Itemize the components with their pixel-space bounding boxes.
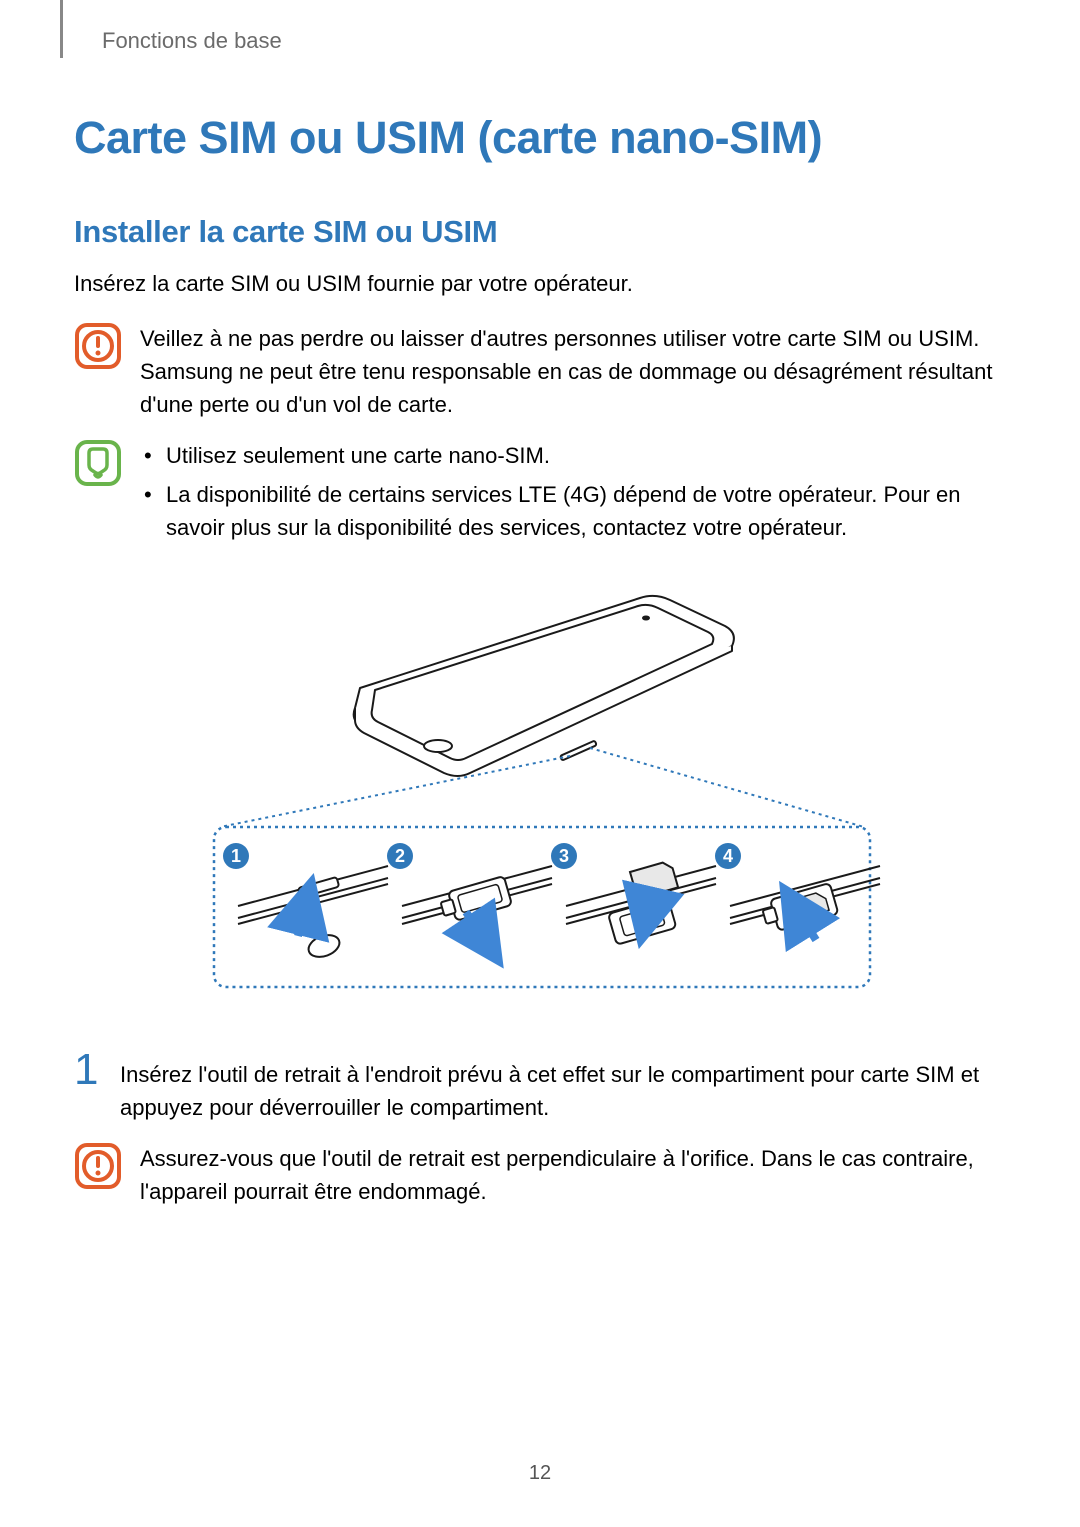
note-bullet-item: Utilisez seulement une carte nano-SIM. <box>140 439 1006 472</box>
warning-block-1: Veillez à ne pas perdre ou laisser d'aut… <box>74 322 1006 421</box>
page-content: Fonctions de base Carte SIM ou USIM (car… <box>0 0 1080 1208</box>
sim-install-diagram: 1 2 <box>74 578 1006 1008</box>
step-text: Insérez l'outil de retrait à l'endroit p… <box>120 1048 1006 1124</box>
note-text: Utilisez seulement une carte nano-SIM. L… <box>140 439 1006 550</box>
page-tab-mark <box>60 0 63 58</box>
section-heading: Installer la carte SIM ou USIM <box>74 214 1006 250</box>
note-bullet-item: La disponibilité de certains services LT… <box>140 478 1006 544</box>
warning-block-2: Assurez-vous que l'outil de retrait est … <box>74 1142 1006 1208</box>
step-number: 1 <box>74 1048 120 1092</box>
callout-1: 1 <box>231 846 241 866</box>
caution-icon <box>74 1142 132 1195</box>
callout-3: 3 <box>559 846 569 866</box>
callout-4: 4 <box>723 846 733 866</box>
note-bullet-list: Utilisez seulement une carte nano-SIM. L… <box>140 439 1006 544</box>
breadcrumb: Fonctions de base <box>102 28 1006 54</box>
intro-text: Insérez la carte SIM ou USIM fournie par… <box>74 268 1006 300</box>
caution-icon <box>74 322 132 375</box>
callout-2: 2 <box>395 846 405 866</box>
note-icon <box>74 439 132 492</box>
warning-text-2: Assurez-vous que l'outil de retrait est … <box>140 1142 1006 1208</box>
step-1: 1 Insérez l'outil de retrait à l'endroit… <box>74 1048 1006 1124</box>
note-block: Utilisez seulement une carte nano-SIM. L… <box>74 439 1006 550</box>
warning-text-1: Veillez à ne pas perdre ou laisser d'aut… <box>140 322 1006 421</box>
page-number: 12 <box>0 1462 1080 1485</box>
page-title: Carte SIM ou USIM (carte nano-SIM) <box>74 112 1006 164</box>
